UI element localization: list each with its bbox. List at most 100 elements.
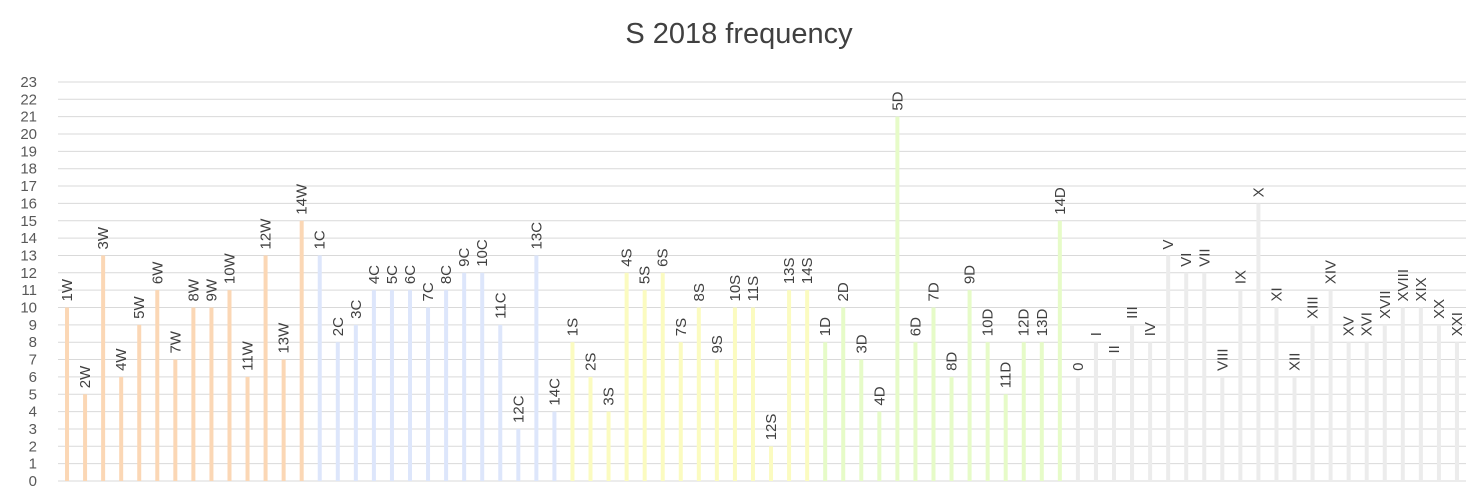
bar bbox=[227, 290, 232, 481]
bar bbox=[931, 307, 936, 481]
bar bbox=[1166, 255, 1171, 481]
data-label: III bbox=[1124, 306, 1141, 319]
bar bbox=[353, 324, 358, 481]
bar bbox=[1400, 307, 1405, 481]
bar bbox=[534, 255, 539, 481]
data-label: 3D bbox=[853, 334, 870, 353]
data-label: XV bbox=[1341, 316, 1358, 336]
y-tick-label: 0 bbox=[29, 473, 37, 490]
y-tick-label: 1 bbox=[29, 456, 37, 473]
data-label: 9C bbox=[456, 247, 473, 266]
y-tick-label: 16 bbox=[20, 195, 37, 212]
bar bbox=[1292, 376, 1297, 481]
bar bbox=[1418, 307, 1423, 481]
bar bbox=[1220, 376, 1225, 481]
y-tick-label: 19 bbox=[20, 143, 37, 160]
data-label: 10W bbox=[221, 252, 238, 284]
data-label: 10S bbox=[727, 275, 744, 302]
bar bbox=[1093, 342, 1098, 481]
data-label: 7W bbox=[167, 330, 184, 353]
bar bbox=[1003, 394, 1008, 481]
bar bbox=[480, 272, 485, 481]
data-label: 14W bbox=[294, 183, 311, 215]
data-label: 6W bbox=[149, 261, 166, 284]
data-label: 8S bbox=[691, 283, 708, 301]
bar bbox=[805, 290, 810, 481]
data-label: II bbox=[1106, 345, 1123, 353]
bar bbox=[1256, 203, 1261, 481]
data-label: VIII bbox=[1214, 348, 1231, 371]
y-tick-label: 4 bbox=[29, 404, 37, 421]
y-tick-label: 11 bbox=[21, 282, 37, 299]
data-label: 11D bbox=[998, 362, 1015, 389]
y-tick-label: 17 bbox=[20, 178, 37, 195]
y-tick-label: 15 bbox=[20, 213, 37, 230]
y-tick-label: 13 bbox=[20, 247, 37, 264]
data-label: 13W bbox=[276, 322, 293, 354]
data-label: 5D bbox=[889, 91, 906, 110]
bar bbox=[209, 307, 214, 481]
data-label: 12C bbox=[510, 395, 527, 423]
data-label: 3S bbox=[601, 387, 618, 405]
bar bbox=[1148, 342, 1153, 481]
data-label: IV bbox=[1142, 322, 1159, 336]
data-label: V bbox=[1160, 239, 1177, 249]
bar bbox=[624, 272, 629, 481]
bar bbox=[173, 359, 178, 481]
bar bbox=[787, 290, 792, 481]
bar bbox=[877, 411, 882, 481]
bar bbox=[678, 342, 683, 481]
data-label: 6S bbox=[655, 248, 672, 266]
bar bbox=[1075, 376, 1080, 481]
data-label: 1C bbox=[312, 230, 329, 249]
data-label: 11C bbox=[492, 292, 509, 319]
bar bbox=[1130, 324, 1135, 481]
data-label: 13S bbox=[781, 257, 798, 284]
data-label: 2S bbox=[583, 353, 600, 371]
data-label: XVII bbox=[1377, 290, 1394, 318]
bar bbox=[516, 428, 521, 481]
data-label: 8C bbox=[438, 265, 455, 284]
bar bbox=[732, 307, 737, 481]
bar bbox=[389, 290, 394, 481]
bar bbox=[1021, 342, 1026, 481]
data-label: 2W bbox=[77, 365, 94, 388]
bar bbox=[913, 342, 918, 481]
bar bbox=[1328, 290, 1333, 481]
bar bbox=[1039, 342, 1044, 481]
bar bbox=[696, 307, 701, 481]
data-label: 14D bbox=[1052, 187, 1069, 215]
bar bbox=[1382, 324, 1387, 481]
data-label: 4C bbox=[366, 265, 383, 284]
y-tick-label: 21 bbox=[20, 109, 37, 126]
bar bbox=[985, 342, 990, 481]
data-label: 14C bbox=[546, 378, 563, 406]
data-label: 9S bbox=[709, 335, 726, 353]
data-label: 3W bbox=[95, 226, 112, 249]
bar bbox=[967, 290, 972, 481]
data-label: XVIII bbox=[1395, 269, 1412, 302]
bar bbox=[1436, 324, 1441, 481]
y-tick-label: 10 bbox=[20, 300, 37, 317]
data-label: VI bbox=[1178, 253, 1195, 267]
data-label: 4D bbox=[871, 386, 888, 405]
data-label: 12D bbox=[1016, 309, 1033, 337]
y-tick-label: 23 bbox=[20, 74, 37, 91]
bar bbox=[498, 324, 503, 481]
data-label: 5W bbox=[131, 296, 148, 319]
data-label: 8D bbox=[944, 352, 961, 371]
bar bbox=[317, 255, 322, 481]
data-label: 2C bbox=[330, 317, 347, 336]
bar bbox=[606, 411, 611, 481]
bar bbox=[1202, 272, 1207, 481]
data-label: XII bbox=[1287, 353, 1304, 371]
bar bbox=[1274, 307, 1279, 481]
y-tick-label: 20 bbox=[20, 126, 37, 143]
bar bbox=[859, 359, 864, 481]
y-tick-label: 12 bbox=[20, 265, 37, 282]
data-label: 1S bbox=[564, 318, 581, 336]
data-label: XIV bbox=[1323, 260, 1340, 284]
data-label: XX bbox=[1431, 299, 1448, 319]
data-label: 5C bbox=[384, 265, 401, 284]
data-label: 13C bbox=[528, 222, 545, 250]
